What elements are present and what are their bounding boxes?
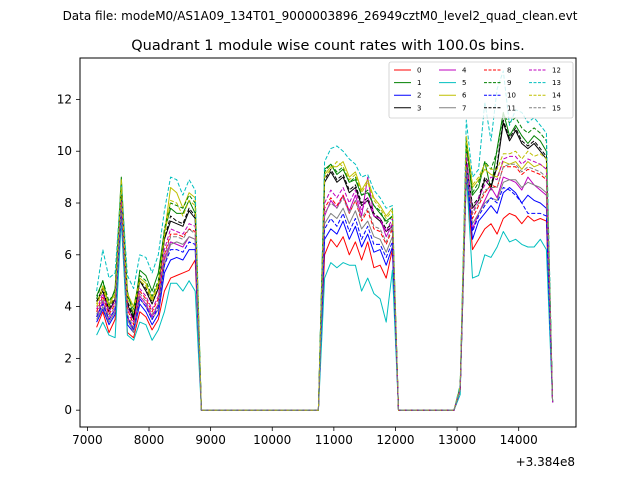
x-axis: 7000 8000 9000 10000 11000 12000 13000 14000 [72,427,538,447]
y-axis: 0 2 4 6 8 10 12 [57,92,80,417]
series-line-13 [96,70,554,411]
legend-label-11: 11 [507,104,516,112]
suptitle: Data file: modeM0/AS1A09_134T01_90000038… [63,9,578,23]
legend-label-5: 5 [462,79,466,87]
x-tick-label: 14000 [500,433,538,447]
legend-label-9: 9 [507,79,511,87]
legend-label-8: 8 [507,67,511,75]
x-tick-label: 8000 [134,433,165,447]
x-tick-label: 13000 [438,433,476,447]
legend-label-10: 10 [507,92,516,100]
y-tick-label: 10 [57,144,72,158]
legend-frame [388,61,574,119]
y-tick-label: 4 [64,300,72,314]
x-tick-label: 10000 [253,433,291,447]
legend-label-4: 4 [462,67,467,75]
series-line-9 [96,114,554,411]
x-tick-label: 12000 [376,433,414,447]
legend-label-13: 13 [552,79,561,87]
plot-area [79,57,577,428]
chart-title: Quadrant 1 module wise count rates with … [131,38,525,54]
series-layer [96,70,554,411]
legend-label-14: 14 [552,92,561,100]
series-line-10 [96,166,554,411]
y-tick-label: 8 [64,196,72,210]
y-tick-label: 2 [64,351,72,365]
x-tick-label: 7000 [72,433,103,447]
series-line-12 [96,153,554,411]
x-offset-label: +3.384e8 [516,455,575,469]
legend-label-0: 0 [417,67,421,75]
legend-label-1: 1 [417,79,421,87]
series-line-0 [96,176,554,411]
axes-frame [79,57,577,428]
y-tick-label: 12 [57,92,72,106]
legend-label-2: 2 [417,92,421,100]
x-tick-label: 11000 [315,433,353,447]
x-tick-label: 9000 [195,433,226,447]
legend-label-6: 6 [462,92,467,100]
legend-label-3: 3 [417,104,421,112]
legend-label-15: 15 [552,104,561,112]
y-tick-label: 0 [64,403,72,417]
y-tick-label: 6 [64,248,72,262]
legend-label-7: 7 [462,104,466,112]
series-line-5 [96,171,554,411]
legend-label-12: 12 [552,67,561,75]
series-line-14 [96,135,554,411]
